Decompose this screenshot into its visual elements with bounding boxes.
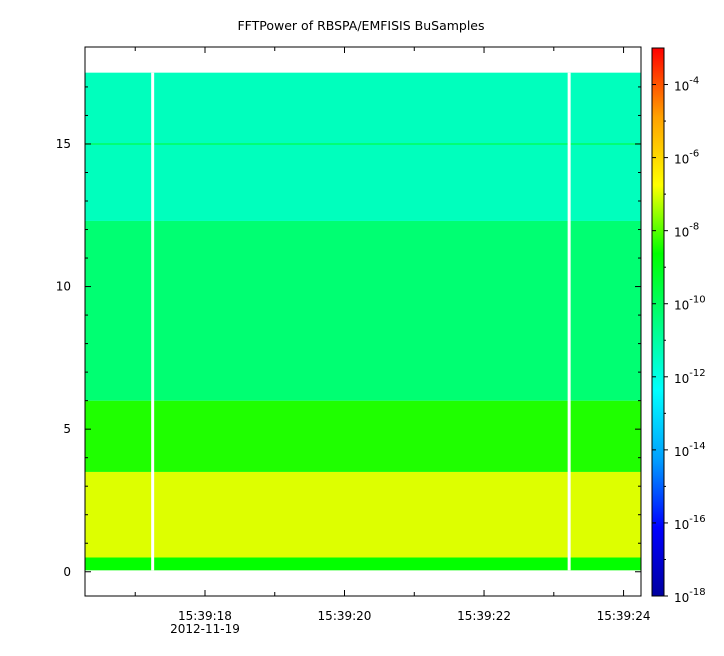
colorbar-label-3: 10-10 (674, 295, 706, 313)
x-tick-label-1: 15:39:20 (318, 609, 372, 623)
heatmap-band-0 (85, 557, 641, 571)
x-tick-label-3: 15:39:24 (597, 609, 651, 623)
y-axis: 0 5 10 15 (56, 86, 641, 579)
chart-title: FFTPower of RBSPA/EMFISIS BuSamples (237, 18, 484, 33)
data-gap-0 (151, 72, 155, 571)
y-tick-label-1: 5 (63, 422, 71, 436)
colorbar-ticks: 10-4 10-6 10-8 10-10 10-12 10-14 10-16 10-18 (652, 76, 706, 605)
x-tick-sublabel-0: 2012-11-19 (170, 622, 240, 636)
plot-frame (84, 46, 642, 597)
y-tick-label-0: 0 (63, 565, 71, 579)
colorbar-label-2: 10-8 (674, 222, 699, 240)
data-gap-1 (567, 72, 571, 571)
data-gaps (151, 72, 571, 571)
colorbar-label-4: 10-12 (674, 368, 706, 386)
heatmap-band-3 (85, 220, 641, 401)
colorbar-label-0: 10-4 (674, 76, 699, 94)
colorbar-label-5: 10-14 (674, 441, 706, 459)
x-tick-label-2: 15:39:22 (457, 609, 511, 623)
heatmap-band-2 (85, 400, 641, 472)
y-tick-label-2: 10 (56, 280, 71, 294)
heatmap-band-1 (85, 471, 641, 558)
colorbar-gradient (651, 47, 665, 597)
colorbar-label-7: 10-18 (674, 587, 706, 605)
heatmap-band-4 (85, 72, 641, 221)
x-tick-label-0: 15:39:18 (178, 609, 232, 623)
heatmap-bands (85, 72, 641, 571)
colorbar-label-6: 10-16 (674, 514, 706, 532)
colorbar-label-1: 10-6 (674, 149, 699, 167)
colorbar: 10-4 10-6 10-8 10-10 10-12 10-14 10-16 10-18 (651, 47, 706, 605)
y-tick-label-3: 15 (56, 137, 71, 151)
